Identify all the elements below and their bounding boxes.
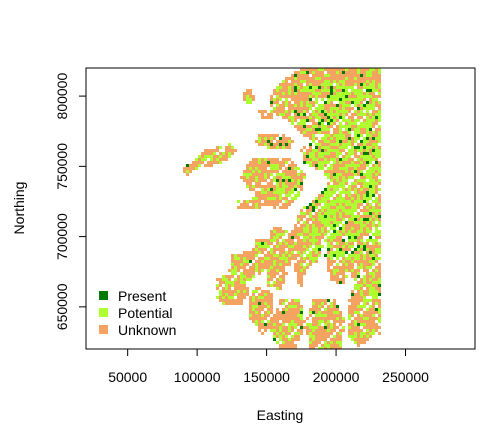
y-tick-label: 750000 (54, 143, 70, 190)
legend-swatch-potential (99, 308, 108, 317)
x-tick-label: 200000 (313, 369, 360, 385)
y-axis-title: Northing (11, 182, 27, 235)
x-tick-label: 100000 (174, 369, 221, 385)
y-tick-label: 800000 (54, 73, 70, 120)
legend: Present Potential Unknown (99, 288, 176, 338)
legend-swatch-present (99, 291, 108, 300)
legend-label-present: Present (118, 288, 166, 304)
legend-label-unknown: Unknown (118, 322, 176, 338)
y-axis: 650000 700000 750000 800000 (54, 73, 87, 330)
legend-label-potential: Potential (118, 305, 172, 321)
y-tick-label: 700000 (54, 213, 70, 260)
land-cover-raster (183, 68, 381, 349)
x-tick-label: 50000 (108, 369, 147, 385)
x-tick-label: 150000 (243, 369, 290, 385)
x-tick-label: 250000 (382, 369, 429, 385)
y-tick-label: 650000 (54, 283, 70, 330)
x-axis-title: Easting (257, 407, 304, 423)
legend-swatch-unknown (99, 325, 108, 334)
x-axis: 50000 100000 150000 200000 250000 (108, 348, 429, 385)
